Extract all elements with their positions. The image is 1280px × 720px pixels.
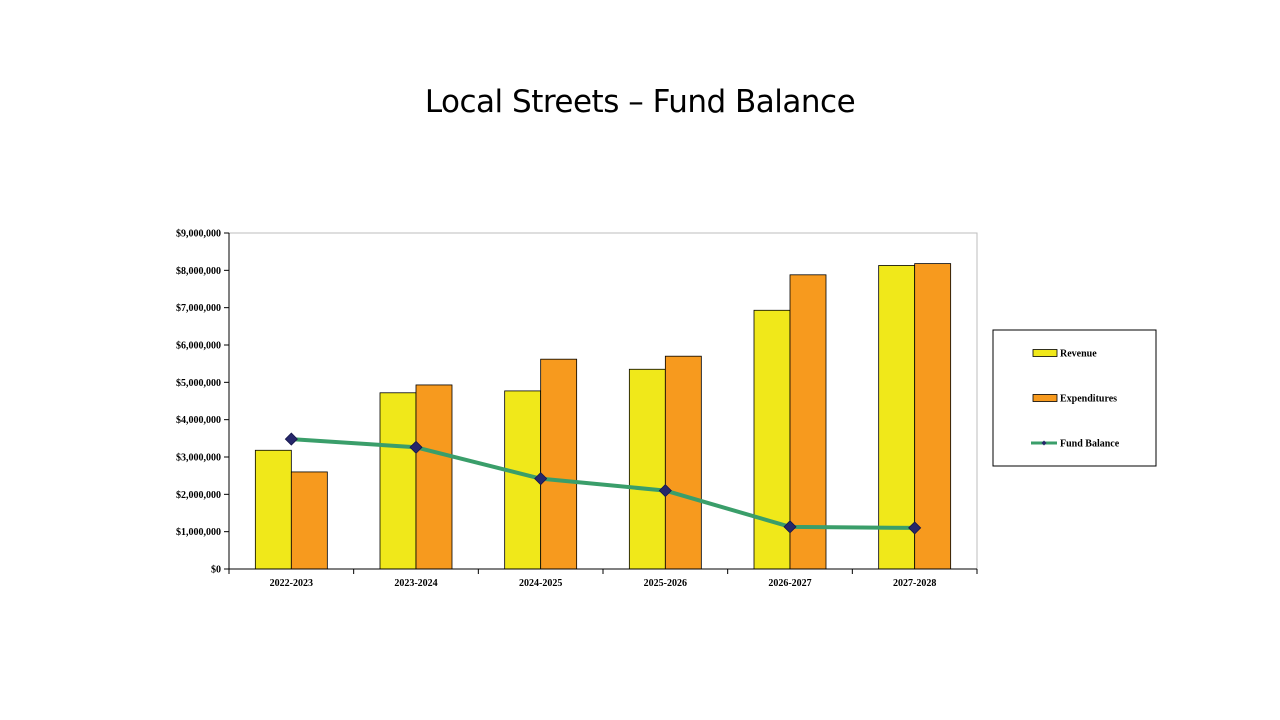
revenue-bar-2023-2024: [379, 392, 417, 570]
legend-label-expenditures: Expenditures: [1060, 394, 1117, 405]
y-tick-label: $7,000,000: [176, 303, 221, 314]
legend-swatch-revenue: [1032, 349, 1058, 357]
fund-balance-line: [291, 437, 915, 530]
expenditures-bar-2026-2027: [789, 274, 827, 570]
fund-balance-point-2022-2023: [284, 432, 298, 446]
x-tick-label: 2025-2026: [644, 578, 687, 589]
chart-title: Local Streets – Fund Balance: [424, 84, 856, 120]
plot-area: [228, 232, 978, 570]
revenue-bar-2027-2028: [878, 265, 916, 570]
expenditures-bar-2027-2028: [914, 263, 952, 570]
legend-swatch-expenditures: [1032, 394, 1058, 402]
revenue-bar-2026-2027: [753, 309, 791, 570]
fund-balance-point-2026-2027: [783, 520, 797, 534]
y-tick-label: $3,000,000: [176, 453, 221, 464]
y-tick-label: $5,000,000: [176, 378, 221, 389]
expenditures-bar-2022-2023: [290, 471, 328, 570]
legend-box: [992, 329, 1157, 467]
revenue-bar-2025-2026: [628, 368, 666, 570]
x-tick-label: 2027-2028: [893, 578, 936, 589]
revenue-bar-2022-2023: [254, 449, 292, 570]
x-tick-label: 2023-2024: [394, 578, 437, 589]
y-tick-label: $2,000,000: [176, 490, 221, 501]
y-tick-label: $0: [211, 565, 221, 576]
y-tick-label: $9,000,000: [176, 229, 221, 240]
y-tick-label: $4,000,000: [176, 415, 221, 426]
expenditures-bar-2023-2024: [415, 384, 453, 570]
expenditures-bar-2024-2025: [540, 358, 578, 570]
x-tick-label: 2026-2027: [768, 578, 811, 589]
fund-balance-point-2024-2025: [534, 472, 548, 486]
legend: Revenue Expenditures Fund Balance: [992, 329, 1157, 467]
fund-balance-point-2025-2026: [658, 484, 672, 498]
x-tick-label: 2024-2025: [519, 578, 562, 589]
fund-balance-point-2023-2024: [409, 440, 423, 454]
y-tick-label: $6,000,000: [176, 341, 221, 352]
x-tick-label: 2022-2023: [270, 578, 313, 589]
y-tick-label: $8,000,000: [176, 266, 221, 277]
revenue-bar-2024-2025: [504, 390, 542, 570]
legend-marker-fund-balance: [1041, 440, 1047, 446]
legend-label-fund-balance: Fund Balance: [1060, 439, 1120, 450]
fund-balance-point-2027-2028: [908, 521, 922, 535]
y-tick-label: $1,000,000: [176, 527, 221, 538]
legend-label-revenue: Revenue: [1060, 349, 1097, 360]
expenditures-bar-2025-2026: [664, 355, 702, 570]
